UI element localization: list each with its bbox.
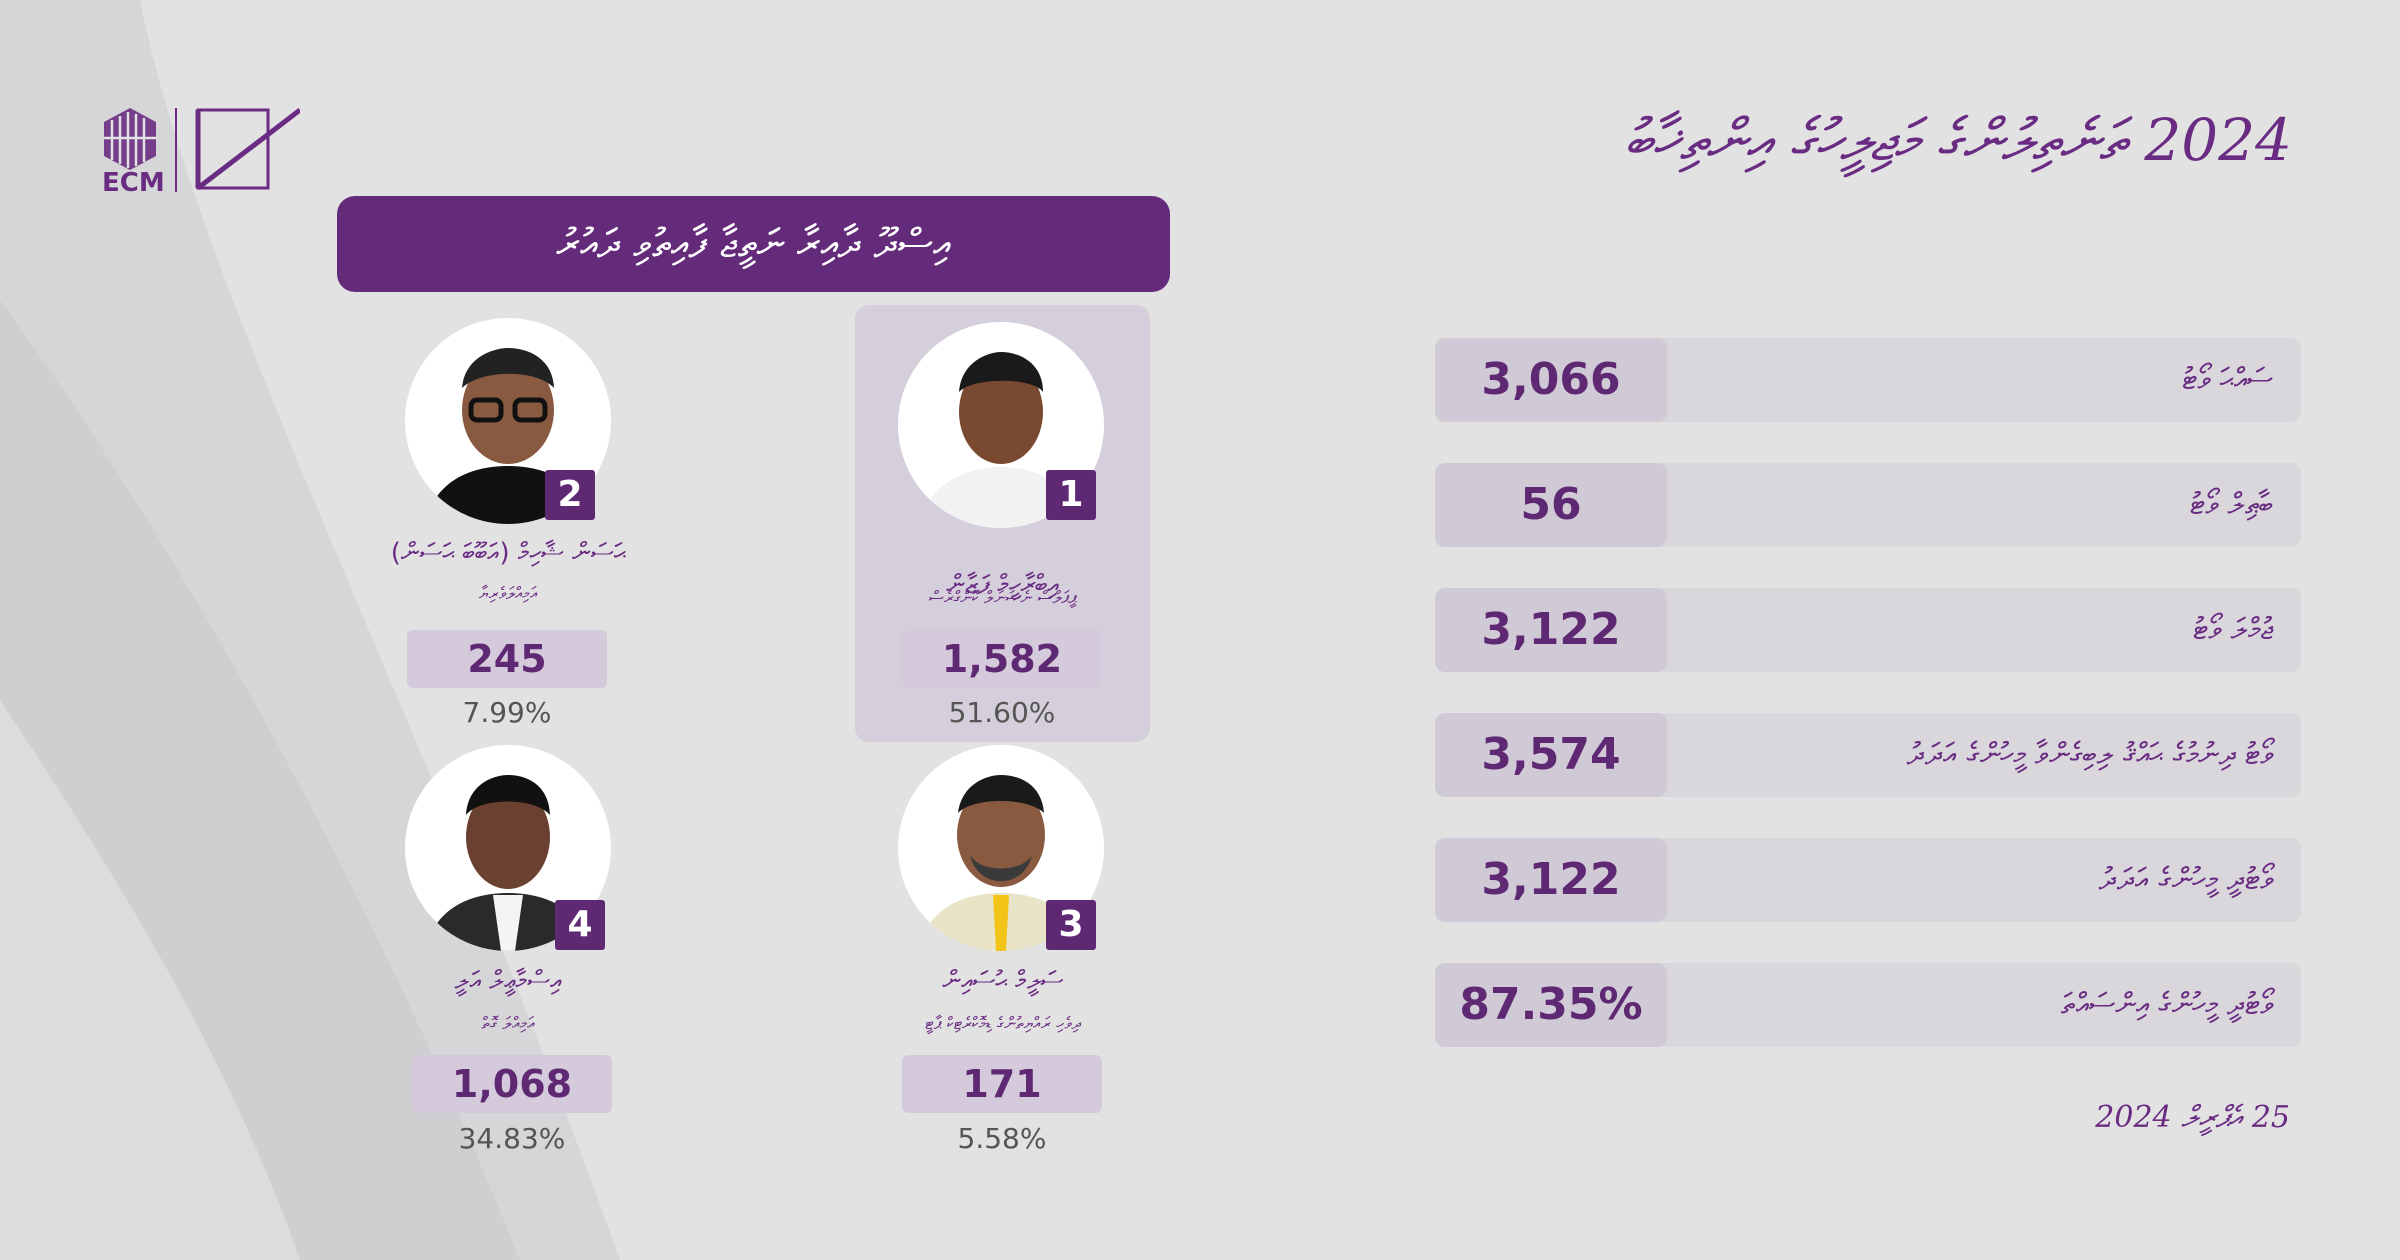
result-date: 25 އެޕްރީލް 2024 [2095, 1100, 2290, 1135]
ecm-logo-text: ECM [102, 168, 165, 198]
page-title: 2024 ތަނެތިލުންގެ މަޖިލީހުގެ އިންތިޚާބު [1624, 106, 2292, 174]
ecm-emblem-icon [104, 108, 302, 192]
candidate-number-badge: 4 [555, 900, 605, 950]
stat-row-eligible-voters: 3,574 ވޯޓު ދިނުމުގެ ޙައްޤު ލިބިގެންވާ މީ… [1435, 713, 2301, 797]
stat-label: ސައްޙަ ވޯޓު [2182, 362, 2273, 397]
stat-label: ބާޠިލް ވޯޓު [2190, 487, 2273, 522]
candidate-name: އިސްމާޢީލް އަލީ [454, 966, 562, 996]
candidate-percent: 51.60% [948, 696, 1056, 729]
stat-value: 3,574 [1435, 713, 1667, 797]
stat-label: ވޯޓުދީ މީހުންގެ އިންސައްތަ [2060, 987, 2273, 1022]
stat-row-voters-count: 3,122 ވޯޓުދީ މީހުންގެ އަދަދު [1435, 838, 2301, 922]
stat-label: ޖުމްލަ ވޯޓު [2193, 612, 2273, 647]
candidate-number-badge: 2 [545, 470, 595, 520]
candidate-votes: 1,582 [902, 630, 1102, 688]
stat-value: 56 [1435, 463, 1667, 547]
candidate-party: ޕީޕަލްސް ނެޝަނަލް ކޮންގްރެސް [928, 588, 1078, 608]
candidate-party: އަމިއްލަ ގޮތް [481, 1014, 535, 1034]
candidate-percent: 34.83% [458, 1122, 566, 1155]
stat-label: ވޯޓުދީ މީހުންގެ އަދަދު [2098, 862, 2273, 897]
stat-row-turnout: 87.35% ވޯޓުދީ މީހުންގެ އިންސައްތަ [1435, 963, 2301, 1047]
candidate-party: ދިވެހި ރައްޔިތުންގެ ޑިމޮކްރެޓިކް ޕާޓީ [925, 1014, 1081, 1034]
stat-value: 3,122 [1435, 588, 1667, 672]
stat-value: 3,122 [1435, 838, 1667, 922]
ecm-logo: ECM [100, 100, 302, 200]
candidate-name: އިބްރާހީމް ފަޒާން [946, 570, 1060, 600]
stat-value: 87.35% [1435, 963, 1667, 1047]
candidate-percent: 7.99% [462, 696, 552, 729]
person-silhouette-icon [425, 775, 591, 951]
stat-row-invalid-votes: 56 ބާޠިލް ވޯޓު [1435, 463, 2301, 547]
person-silhouette-icon [918, 775, 1084, 951]
candidate-number-badge: 1 [1046, 470, 1096, 520]
candidate-number-badge: 3 [1046, 900, 1096, 950]
candidate-name: ޙަސަން ޝާހިމް (އަބޫބަ ޙަސަން) [390, 538, 626, 568]
candidate-party: އަމިއްލަވެރިޔާ [478, 584, 538, 604]
candidate-votes: 171 [902, 1055, 1102, 1113]
candidate-votes: 245 [407, 630, 607, 688]
stat-row-valid-votes: 3,066 ސައްޙަ ވޯޓު [1435, 338, 2301, 422]
result-banner: އިސްދޫ ދާއިރާ ނަތީޖާ ފާއިތުވި ދައުރު [337, 196, 1170, 292]
candidate-votes: 1,068 [412, 1055, 612, 1113]
stat-label: ވޯޓު ދިނުމުގެ ޙައްޤު ލިބިގެންވާ މީހުންގެ… [1906, 737, 2273, 772]
candidate-percent: 5.58% [957, 1122, 1047, 1155]
stat-row-total-votes: 3,122 ޖުމްލަ ވޯޓު [1435, 588, 2301, 672]
stat-value: 3,066 [1435, 338, 1667, 422]
candidate-name: ސަލީމް ޙުސައިން [942, 966, 1064, 996]
person-silhouette-icon [918, 352, 1084, 528]
